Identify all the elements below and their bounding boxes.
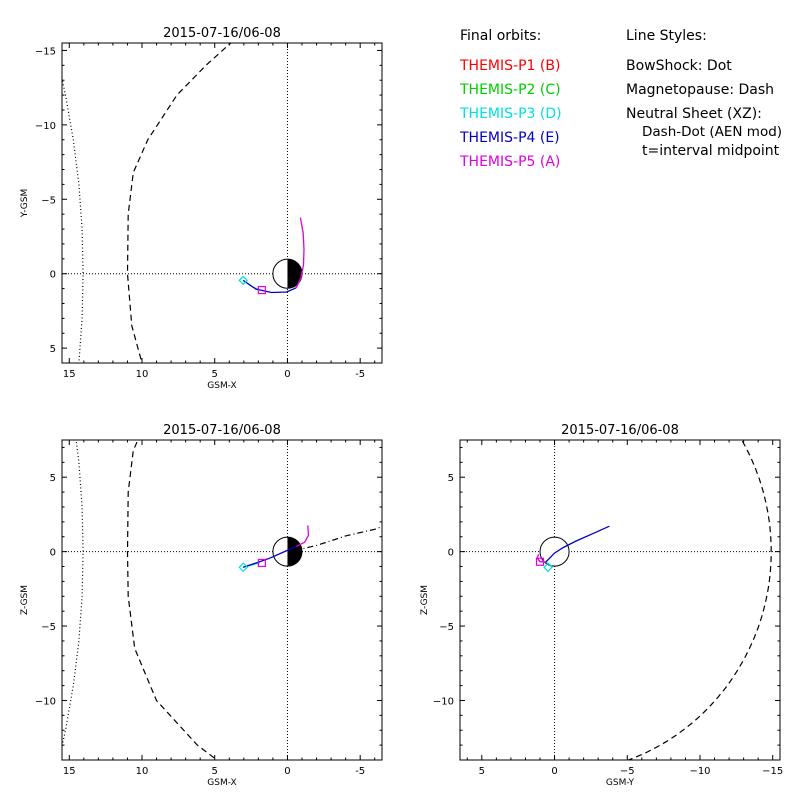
panel-xz-ylabel: Z-GSM bbox=[20, 585, 30, 615]
panel-clipped-group bbox=[62, 43, 382, 363]
x-tick-label: 0 bbox=[284, 369, 290, 380]
x-tick-label: 0 bbox=[551, 766, 557, 777]
panel-xy-xlabel: GSM-X bbox=[207, 381, 236, 391]
legend-style-midpoint: t=interval midpoint bbox=[642, 143, 780, 159]
magnetopause-curve bbox=[126, 43, 232, 363]
orbit-p4-line bbox=[242, 279, 297, 294]
panel-yz-title: 2015-07-16/06-08 bbox=[561, 423, 679, 438]
earth-circle bbox=[539, 536, 570, 567]
x-tick-label: -5 bbox=[355, 369, 365, 380]
panel-yz-plot-area: 5 0 −5 −10 −15 5 0 −5 −10 bbox=[433, 440, 783, 777]
x-tick-label: 5 bbox=[212, 766, 218, 777]
y-tick-label: −10 bbox=[35, 121, 56, 132]
y-tick-label: −15 bbox=[35, 46, 56, 57]
panel-xy-ylabel: Y-GSM bbox=[20, 189, 30, 218]
y-tick-label: −10 bbox=[433, 696, 454, 707]
panel-xy-title: 2015-07-16/06-08 bbox=[163, 26, 281, 41]
y-tick-label: 0 bbox=[50, 548, 56, 559]
legend-probe-p5: THEMIS-P5 (A) bbox=[459, 154, 560, 170]
neutral-sheet-curve bbox=[294, 526, 382, 551]
panel-yz-xlabel: GSM-Y bbox=[606, 778, 635, 788]
legend-style-dash-dot: Dash-Dot (AEN mod) bbox=[642, 124, 782, 140]
panel-clipped-group bbox=[460, 440, 780, 760]
x-tick-label: 15 bbox=[63, 766, 76, 777]
bowshock-curve bbox=[62, 440, 84, 750]
x-tick-label: −5 bbox=[620, 766, 635, 777]
y-tick-label: −5 bbox=[41, 622, 56, 633]
y-tick-label: −5 bbox=[41, 195, 56, 206]
magnetopause-curve bbox=[126, 440, 218, 760]
legend-probe-p4: THEMIS-P4 (E) bbox=[459, 130, 560, 146]
legend-style-magnetopause: Magnetopause: Dash bbox=[626, 82, 774, 98]
y-tick-label: −10 bbox=[35, 696, 56, 707]
legend: Final orbits: THEMIS-P1 (B) THEMIS-P2 (C… bbox=[459, 28, 782, 170]
y-tick-label: 0 bbox=[448, 548, 454, 559]
x-tick-label: 15 bbox=[63, 369, 76, 380]
p5-square-marker bbox=[257, 558, 266, 568]
y-tick-label: 5 bbox=[50, 344, 56, 355]
legend-style-neutral-sheet: Neutral Sheet (XZ): bbox=[626, 106, 762, 122]
panel-gsm-xy: 2015-07-16/06-08 GSM-X Y-GSM 15 10 5 0 -5 −15… bbox=[20, 26, 383, 391]
legend-probe-p2: THEMIS-P2 (C) bbox=[459, 82, 561, 98]
p3-diamond-marker bbox=[543, 562, 553, 573]
x-tick-label: 5 bbox=[479, 766, 485, 777]
y-tick-label: 0 bbox=[50, 270, 56, 281]
y-tick-label: 5 bbox=[448, 473, 454, 484]
panel-gsm-yz: 2015-07-16/06-08 GSM-Y Z-GSM 5 0 −5 −10 −155… bbox=[420, 423, 783, 788]
panel-xy-frame bbox=[61, 42, 383, 364]
x-tick-label: 5 bbox=[212, 369, 218, 380]
x-tick-label: 10 bbox=[136, 369, 149, 380]
orbit-p5-line bbox=[295, 217, 305, 289]
x-tick-label: -5 bbox=[355, 766, 365, 777]
orbit-p4-line bbox=[242, 545, 297, 568]
y-tick-label: 5 bbox=[50, 473, 56, 484]
panel-yz-ylabel: Z-GSM bbox=[420, 585, 430, 615]
x-tick-label: 0 bbox=[284, 766, 290, 777]
p5-square-marker bbox=[257, 285, 266, 295]
panel-xz-xlabel: GSM-X bbox=[207, 778, 236, 788]
panel-clipped-group bbox=[62, 440, 382, 760]
panel-yz-frame bbox=[459, 439, 781, 761]
panel-xz-plot-area: 15 10 5 0 -5 5 0 −5 −10 bbox=[35, 440, 382, 777]
earth-night-side bbox=[287, 259, 303, 289]
legend-style-bowshock: BowShock: Dot bbox=[626, 58, 732, 74]
legend-orbits-header: Final orbits: bbox=[460, 28, 541, 44]
orbit-p5-line bbox=[296, 525, 310, 547]
panel-xy-plot-area: 15 10 5 0 -5 −15 −10 −5 0 5 bbox=[35, 43, 382, 380]
panel-xz-frame bbox=[61, 439, 383, 761]
orbit-p4-line bbox=[545, 525, 610, 563]
p3-diamond-marker bbox=[238, 562, 249, 573]
earth-night-side bbox=[287, 537, 303, 567]
x-tick-label: −15 bbox=[762, 766, 783, 777]
panel-xz-title: 2015-07-16/06-08 bbox=[163, 423, 281, 438]
x-tick-label: 10 bbox=[136, 766, 149, 777]
legend-probe-p3: THEMIS-P3 (D) bbox=[459, 106, 562, 122]
legend-probe-p1: THEMIS-P1 (B) bbox=[459, 58, 560, 74]
panel-gsm-xz: 2015-07-16/06-08 GSM-X Z-GSM 15 10 5 0 -5 5 0 −… bbox=[20, 423, 383, 788]
p5-square-marker bbox=[535, 557, 545, 566]
y-tick-label: −5 bbox=[439, 622, 454, 633]
magnetopause-curve bbox=[626, 440, 772, 760]
legend-styles-header: Line Styles: bbox=[626, 28, 707, 44]
p3-diamond-marker bbox=[238, 275, 249, 286]
x-tick-label: −10 bbox=[689, 766, 710, 777]
